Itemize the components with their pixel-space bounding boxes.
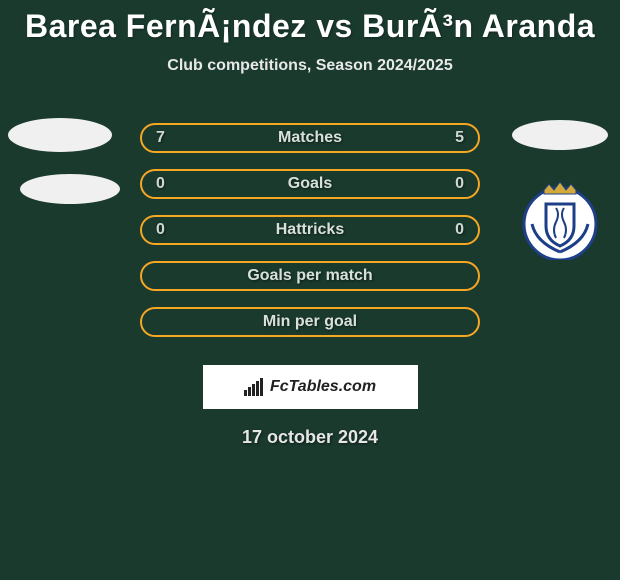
stat-value-right: 5 — [455, 129, 464, 147]
stat-label: Goals per match — [247, 267, 372, 285]
comparison-row: 0 Hattricks 0 — [0, 207, 620, 253]
stat-bar-matches: 7 Matches 5 — [140, 123, 480, 153]
bars-icon — [244, 378, 264, 396]
logo-text: FcTables.com — [270, 378, 376, 396]
comparison-row: 0 Goals 0 — [0, 161, 620, 207]
stat-bar-goals-per-match: Goals per match — [140, 261, 480, 291]
stat-value-left: 0 — [156, 175, 165, 193]
page-title: Barea FernÃ¡ndez vs BurÃ³n Aranda — [0, 0, 620, 45]
stat-label: Matches — [278, 129, 342, 147]
stat-bar-min-per-goal: Min per goal — [140, 307, 480, 337]
stat-label: Hattricks — [276, 221, 344, 239]
subtitle: Club competitions, Season 2024/2025 — [0, 57, 620, 75]
stat-value-left: 7 — [156, 129, 165, 147]
stat-value-right: 0 — [455, 221, 464, 239]
comparison-row: 7 Matches 5 — [0, 115, 620, 161]
stat-bar-goals: 0 Goals 0 — [140, 169, 480, 199]
stat-value-right: 0 — [455, 175, 464, 193]
stat-value-left: 0 — [156, 221, 165, 239]
fctables-logo: FcTables.com — [203, 365, 418, 409]
comparison-row: Min per goal — [0, 299, 620, 345]
date-text: 17 october 2024 — [0, 427, 620, 448]
comparison-rows: 7 Matches 5 0 Goals 0 0 Hattricks 0 Goal… — [0, 115, 620, 345]
stat-bar-hattricks: 0 Hattricks 0 — [140, 215, 480, 245]
stat-label: Goals — [288, 175, 332, 193]
stat-label: Min per goal — [263, 313, 357, 331]
comparison-row: Goals per match — [0, 253, 620, 299]
